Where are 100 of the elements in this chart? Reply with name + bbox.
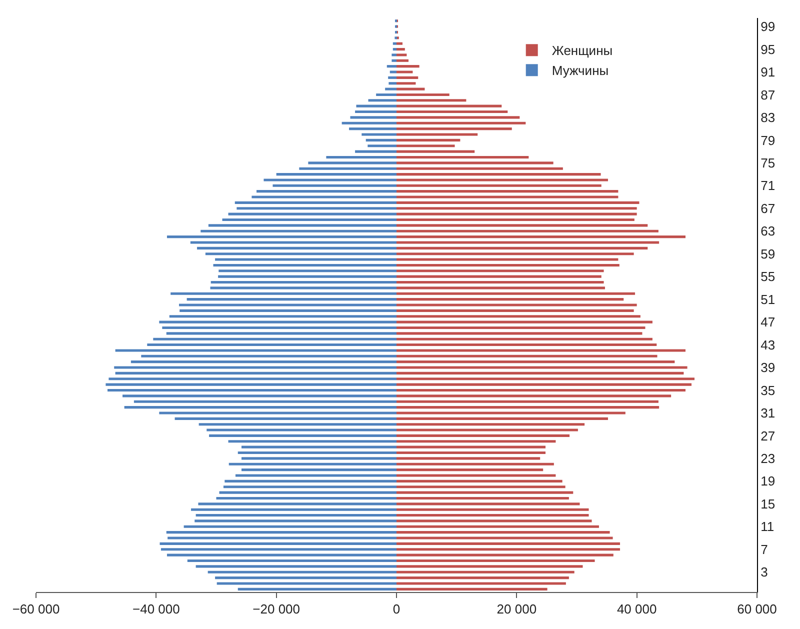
bar: [191, 508, 396, 511]
bar: [396, 588, 548, 590]
bar: [342, 122, 396, 124]
bar: [385, 88, 396, 90]
bar: [396, 366, 688, 369]
bar: [396, 190, 618, 193]
bar: [218, 275, 396, 278]
bar: [396, 315, 640, 318]
bar: [356, 104, 396, 108]
y-tick-label: 43: [760, 337, 776, 352]
bar: [396, 531, 610, 534]
bar: [396, 167, 563, 170]
bar: [396, 224, 648, 227]
y-tick-label: 55: [760, 269, 776, 284]
bar: [368, 144, 396, 148]
bar: [396, 54, 407, 56]
bar: [396, 417, 608, 420]
bar: [228, 462, 396, 466]
bar: [170, 292, 396, 295]
y-tick-label: 31: [760, 406, 776, 421]
bar: [159, 412, 396, 414]
y-tick-label: 99: [760, 19, 776, 34]
x-tick-label: −40 000: [132, 602, 180, 617]
bar: [396, 502, 580, 506]
bar: [396, 349, 686, 352]
bar: [396, 338, 652, 340]
bar: [396, 212, 637, 216]
bar: [174, 417, 396, 420]
bar: [396, 178, 608, 182]
bar: [187, 559, 396, 562]
bar: [396, 344, 657, 346]
bar: [396, 474, 556, 477]
bar: [396, 128, 512, 130]
bar: [396, 332, 642, 335]
bar: [396, 133, 478, 136]
bar: [376, 93, 396, 96]
bar: [210, 286, 396, 290]
x-tick-label: −60 000: [12, 602, 60, 617]
bar: [198, 423, 396, 426]
bar: [252, 196, 396, 198]
bar: [196, 565, 396, 568]
bar: [396, 88, 425, 90]
bar: [224, 480, 396, 482]
bar: [210, 280, 396, 284]
bar: [208, 570, 396, 574]
bar: [160, 548, 396, 551]
bar: [396, 122, 526, 124]
bar: [216, 496, 396, 500]
bar: [241, 468, 396, 472]
bar: [396, 280, 604, 284]
y-tick-label: 35: [760, 382, 776, 398]
bar: [396, 150, 475, 153]
bar: [396, 65, 420, 68]
y-tick-label: 71: [760, 178, 776, 194]
bar: [238, 451, 396, 454]
bar: [396, 173, 601, 176]
bar: [396, 576, 569, 580]
bar: [396, 480, 562, 482]
bar: [396, 70, 413, 74]
bar: [209, 434, 396, 437]
bar: [115, 349, 396, 352]
bar: [216, 582, 396, 585]
bar: [396, 457, 540, 460]
bar: [197, 246, 396, 250]
bar: [147, 344, 396, 346]
bar: [186, 298, 396, 301]
bar: [392, 48, 396, 51]
bar: [206, 428, 396, 432]
bar: [396, 258, 618, 261]
bar: [205, 252, 396, 256]
bar: [396, 320, 652, 324]
bar: [396, 156, 529, 159]
y-tick-label: 59: [760, 246, 776, 262]
y-tick-label: 3: [760, 564, 768, 580]
bar: [228, 440, 396, 443]
bar: [184, 525, 396, 528]
bar: [396, 468, 544, 472]
x-tick-label: 20 000: [496, 602, 537, 617]
y-tick-label: 7: [760, 542, 768, 557]
bar: [396, 525, 599, 528]
bar: [396, 548, 620, 551]
bar: [108, 388, 396, 392]
x-tick-label: 40 000: [616, 602, 657, 617]
bar: [169, 315, 396, 318]
bar: [166, 554, 396, 556]
bar: [396, 491, 574, 494]
y-tick-label: 19: [760, 474, 776, 489]
bar: [396, 292, 636, 295]
bar: [396, 486, 566, 488]
bar: [114, 366, 396, 369]
bar: [396, 406, 660, 409]
bar: [180, 309, 396, 312]
bar: [218, 270, 396, 272]
legend-label: Женщины: [552, 43, 613, 58]
bar: [349, 128, 396, 130]
bar: [108, 378, 396, 380]
bar: [200, 230, 396, 232]
bar: [388, 82, 396, 85]
bar: [396, 514, 589, 517]
bar: [215, 258, 396, 261]
